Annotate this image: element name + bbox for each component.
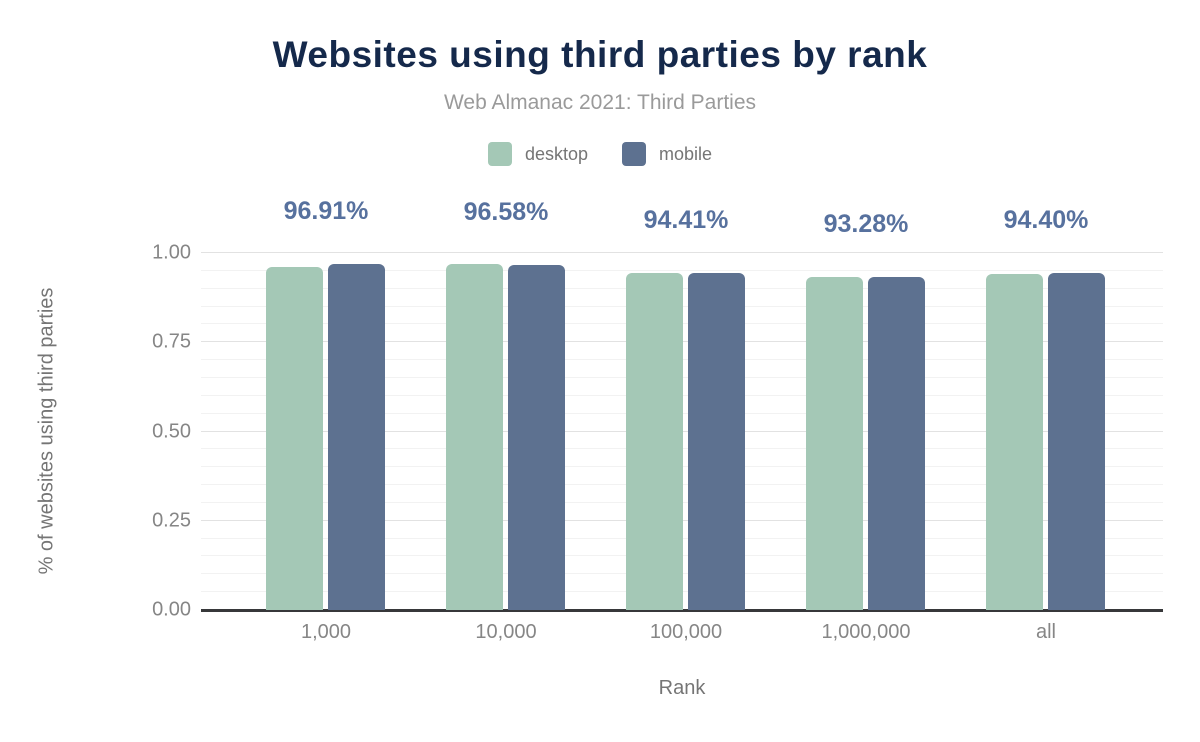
bar-desktop[interactable]: [806, 277, 863, 610]
legend-item-desktop[interactable]: desktop: [487, 142, 588, 166]
legend: desktop mobile: [0, 142, 1200, 166]
bar-mobile[interactable]: [868, 277, 925, 610]
bar-desktop[interactable]: [626, 273, 683, 610]
x-tick-label: 1,000: [300, 621, 352, 643]
desktop-swatch-icon: [487, 142, 512, 166]
chart-subtitle: Web Almanac 2021: Third Parties: [443, 91, 757, 114]
data-label: 96.91%: [283, 197, 369, 226]
y-tick-label: 0.25: [152, 509, 191, 532]
legend-label-mobile: mobile: [659, 143, 713, 164]
data-label: 94.40%: [1003, 206, 1089, 234]
mobile-swatch-icon: [622, 142, 646, 166]
x-tick-label: 1,000,000: [821, 621, 911, 643]
bar-mobile[interactable]: [508, 265, 565, 610]
bar-desktop[interactable]: [986, 274, 1043, 610]
bar-mobile[interactable]: [328, 264, 385, 610]
y-axis-title: % of websites using third parties: [35, 287, 58, 575]
legend-label-desktop: desktop: [524, 143, 588, 164]
chart-title: Websites using third parties by rank: [272, 34, 928, 75]
major-gridline: [201, 252, 1163, 253]
plot-area: 0.00 0.25 0.50 0.75 1.00 96.91% 1,000 96.58% 10,…: [152, 197, 1163, 643]
y-tick-label: 0.00: [152, 598, 191, 621]
x-axis-title: Rank: [658, 677, 706, 699]
data-label: 93.28%: [823, 210, 909, 238]
y-tick-label: 0.50: [152, 420, 191, 442]
bar-mobile[interactable]: [688, 273, 745, 610]
x-tick-label: 10,000: [475, 621, 537, 643]
bar-desktop[interactable]: [446, 264, 503, 610]
y-tick-label: 0.75: [152, 330, 191, 353]
x-tick-label: all: [1035, 621, 1056, 643]
x-tick-label: 100,000: [649, 621, 723, 643]
y-tick-label: 1.00: [152, 241, 191, 264]
data-label: 96.58%: [463, 198, 549, 227]
data-label: 94.41%: [643, 205, 729, 234]
bar-desktop[interactable]: [266, 267, 323, 610]
legend-item-mobile[interactable]: mobile: [622, 142, 712, 166]
bar-mobile[interactable]: [1048, 273, 1105, 610]
minor-gridline: [201, 269, 1163, 271]
x-axis-line: [201, 609, 1163, 612]
